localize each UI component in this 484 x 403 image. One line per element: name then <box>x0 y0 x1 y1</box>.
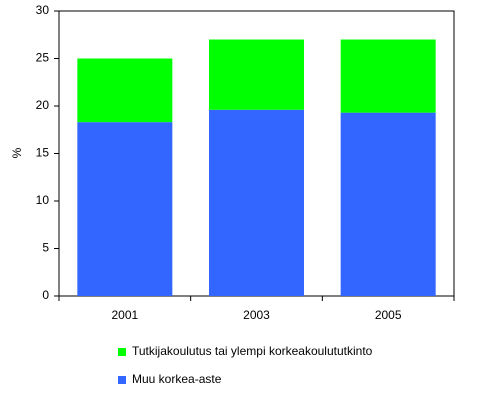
y-tick-label: 0 <box>42 288 49 302</box>
y-tick-label: 30 <box>36 3 50 17</box>
y-tick-label: 15 <box>36 146 50 160</box>
y-tick-label: 20 <box>36 98 50 112</box>
bar-segment <box>77 122 173 297</box>
bar-segment <box>209 109 304 296</box>
x-tick-label: 2005 <box>375 308 402 322</box>
legend-label: Muu korkea-aste <box>132 372 222 386</box>
bar-segment <box>340 39 436 113</box>
x-tick-label: 2001 <box>111 308 138 322</box>
bar-segment <box>77 58 173 123</box>
bar-segment <box>209 39 304 110</box>
legend-swatch <box>118 348 126 356</box>
legend-label: Tutkijakoulutus tai ylempi korkeakoulutu… <box>132 344 373 358</box>
legend-swatch <box>118 376 126 384</box>
bar-segment <box>340 112 436 297</box>
y-tick-label: 5 <box>42 241 49 255</box>
y-tick-label: 10 <box>36 193 50 207</box>
x-tick-label: 2003 <box>243 308 270 322</box>
y-axis-label: % <box>10 147 24 158</box>
y-tick-label: 25 <box>36 51 50 65</box>
